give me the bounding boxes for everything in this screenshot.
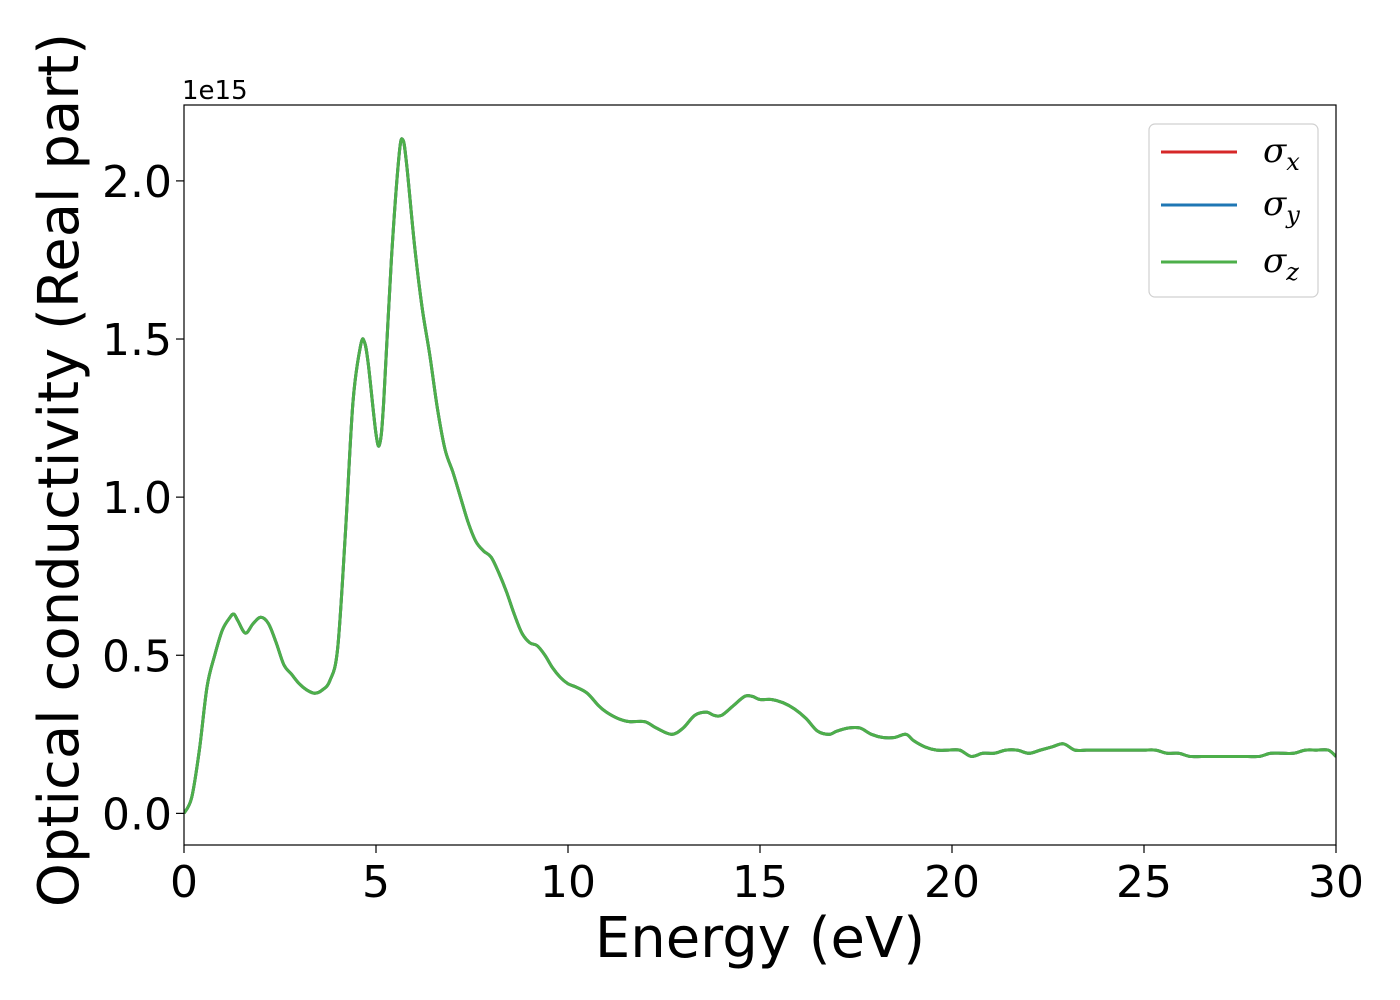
legend-subscript: x <box>1286 148 1300 176</box>
legend-entry-x: σx <box>1263 131 1300 176</box>
x-axis: 0 5 10 15 20 25 30 <box>170 845 1364 908</box>
legend-subscript: z <box>1285 258 1299 286</box>
y-axis: 0.0 0.5 1.0 1.5 2.0 <box>102 157 184 840</box>
legend-subscript: y <box>1285 201 1300 229</box>
y-tick-label: 0.0 <box>102 789 172 840</box>
legend-entry-y: σy <box>1263 184 1300 229</box>
y-tick-label: 2.0 <box>102 157 172 208</box>
y-tick-label: 0.5 <box>102 631 172 682</box>
y-axis-label: Optical conductivity (Real part) <box>27 33 92 907</box>
legend-entry-z: σz <box>1263 241 1299 286</box>
plot-area <box>184 137 1336 815</box>
x-tick-label: 0 <box>170 857 198 908</box>
legend-box <box>1148 123 1319 298</box>
legend-symbol: σ <box>1263 131 1287 171</box>
y-tick-label: 1.5 <box>102 315 172 366</box>
x-tick-label: 30 <box>1308 857 1364 908</box>
x-axis-label: Energy (eV) <box>595 906 925 971</box>
legend-symbol: σ <box>1263 241 1287 281</box>
x-tick-label: 15 <box>732 857 788 908</box>
series-line-z <box>184 137 1336 815</box>
x-tick-label: 20 <box>924 857 980 908</box>
y-offset-text: 1e15 <box>182 76 248 106</box>
x-tick-label: 10 <box>540 857 596 908</box>
legend-symbol: σ <box>1263 184 1287 224</box>
x-tick-label: 25 <box>1116 857 1172 908</box>
x-tick-label: 5 <box>362 857 390 908</box>
y-tick-label: 1.0 <box>102 473 172 524</box>
